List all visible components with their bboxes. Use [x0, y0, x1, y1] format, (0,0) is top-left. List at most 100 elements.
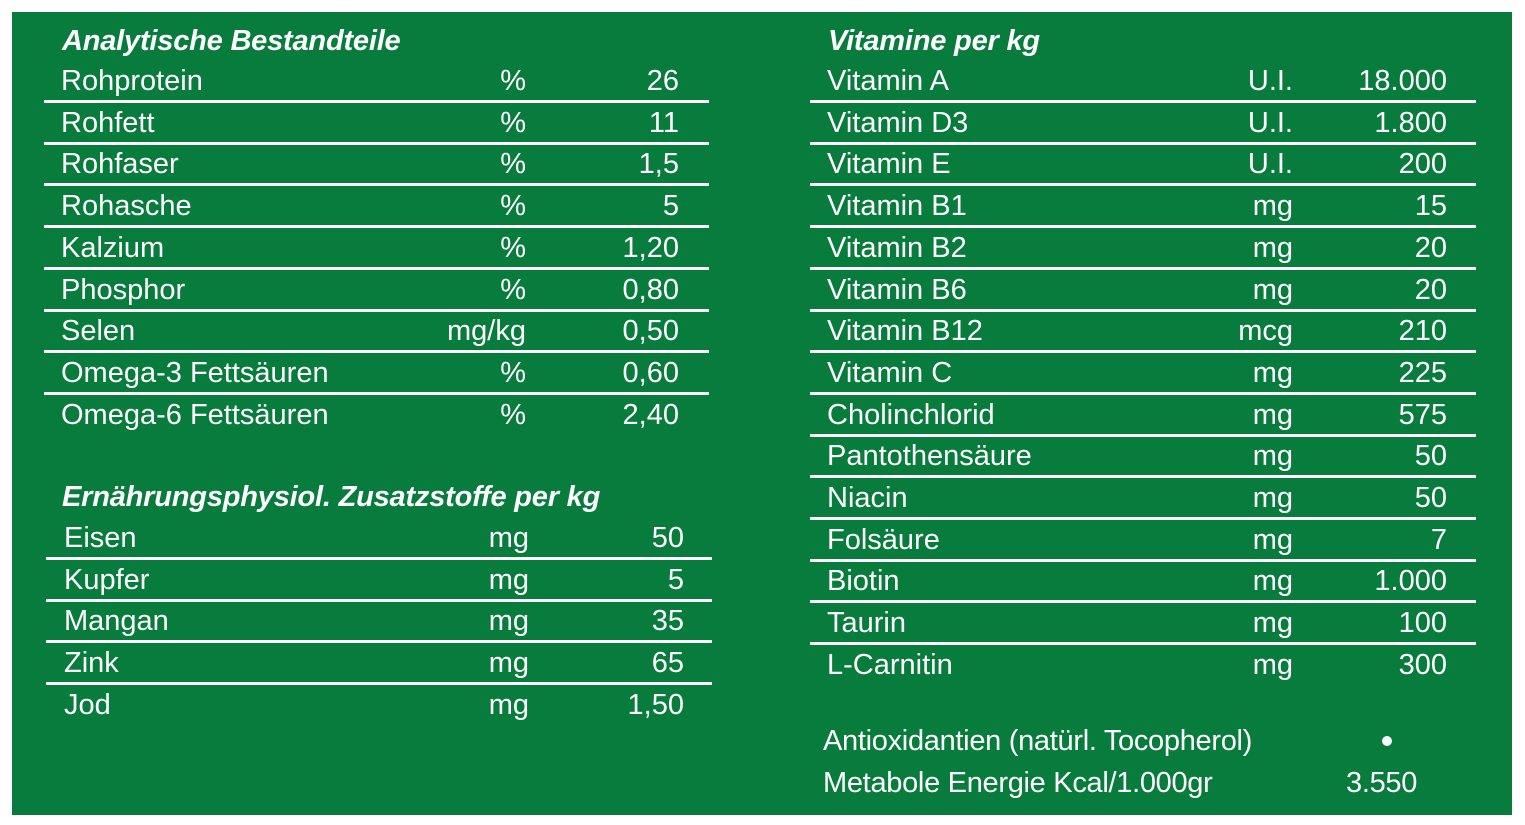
row-value: 1.800	[1374, 106, 1447, 139]
table-row: Jod mg 1,50	[46, 685, 712, 727]
zusatzstoffe-title: Ernährungsphysiol. Zusatzstoffe per kg	[62, 481, 601, 513]
row-value: 1.000	[1374, 565, 1447, 598]
row-unit: mg	[488, 688, 529, 721]
row-unit: mg	[1252, 440, 1293, 473]
table-row: Rohfaser% 1,5	[44, 144, 709, 187]
table-row: Vitamin B1 mg 15	[810, 186, 1476, 229]
bullet-dot-icon	[1382, 736, 1392, 746]
row-name: Biotin	[827, 565, 900, 598]
row-unit: mg	[488, 647, 529, 680]
table-row: Vitamin B2 mg 20	[810, 228, 1476, 270]
row-value: 20	[1414, 231, 1447, 264]
row-name: Pantothensäure	[827, 440, 1032, 473]
row-value: 300	[1398, 648, 1447, 681]
row-unit: %	[500, 231, 526, 264]
table-row: Kalzium% 1,20	[44, 228, 709, 270]
row-unit: mg	[1252, 398, 1293, 431]
row-unit: %	[500, 148, 526, 181]
row-unit: mg	[488, 522, 529, 554]
row-value: 50	[1414, 440, 1447, 473]
row-unit: mg	[1252, 482, 1293, 514]
row-unit: mg	[1252, 190, 1293, 223]
row-value: 0,50	[622, 315, 679, 348]
row-value: 0,80	[622, 273, 679, 306]
table-row: Omega-3 Fettsäuren% 0,60	[44, 353, 709, 395]
row-unit: mcg	[1238, 315, 1293, 348]
table-row: Kupfer mg 5	[46, 560, 712, 602]
row-value: 20	[1414, 273, 1447, 306]
row-unit: mg	[1252, 607, 1293, 640]
row-unit: mg	[1252, 523, 1293, 556]
row-unit: mg	[1252, 648, 1293, 681]
table-row: Folsäure mg 7	[810, 520, 1476, 562]
row-name: Rohfett	[61, 106, 155, 139]
row-unit: mg	[1252, 231, 1293, 264]
table-row: Niacin mg 50	[810, 478, 1476, 520]
row-unit: %	[500, 356, 526, 389]
table-row: Phosphor% 0,80	[44, 270, 709, 312]
row-value: 1,50	[627, 688, 684, 721]
row-name: Vitamin D3	[827, 106, 969, 139]
table-row: Rohasche% 5	[44, 186, 709, 229]
row-name: Kalzium	[61, 231, 165, 264]
row-name: Jod	[64, 688, 111, 721]
row-value: 15	[1414, 190, 1447, 223]
row-unit: %	[500, 398, 526, 431]
table-row: Rohfett% 11	[44, 103, 709, 145]
table-row: Pantothensäure mg 50	[810, 436, 1476, 479]
table-row: Mangan mg 35	[46, 601, 712, 644]
table-row: Cholinchlorid mg 575	[810, 395, 1476, 437]
row-name: Rohprotein	[61, 65, 203, 97]
row-name: Rohfaser	[61, 148, 179, 181]
row-unit: %	[500, 190, 526, 223]
row-value: 50	[651, 522, 684, 554]
analytische-title: Analytische Bestandteile	[62, 25, 401, 57]
nutrition-panel: Analytische Bestandteile Rohprotein% 26 Ro…	[12, 12, 1512, 815]
row-name: Vitamin B6	[827, 273, 967, 306]
row-unit: mg	[1252, 356, 1293, 389]
row-name: L-Carnitin	[827, 648, 953, 681]
row-unit: mg	[1252, 273, 1293, 306]
row-name: Vitamin C	[827, 356, 953, 389]
row-name: Vitamin B12	[827, 315, 983, 348]
row-value: 1,5	[638, 148, 679, 181]
row-value: 225	[1398, 356, 1447, 389]
row-value: 2,40	[622, 398, 679, 431]
row-name: Eisen	[64, 522, 137, 554]
row-value: 26	[646, 65, 679, 97]
table-row: Selen mg/kg 0,50	[44, 311, 709, 354]
row-name: Rohasche	[61, 190, 192, 223]
row-value: 100	[1398, 607, 1447, 640]
row-value: 210	[1398, 315, 1447, 348]
row-name: Omega-6 Fettsäuren	[61, 398, 329, 431]
energie-value: 3.550	[1346, 767, 1418, 799]
row-value: 65	[651, 647, 684, 680]
row-unit: %	[500, 106, 526, 139]
table-row: Taurin mg 100	[810, 603, 1476, 646]
row-name: Taurin	[827, 607, 906, 640]
row-name: Selen	[61, 315, 136, 348]
row-value: 18.000	[1358, 65, 1447, 97]
row-name: Vitamin E	[827, 148, 951, 181]
row-unit: mg	[1252, 565, 1293, 598]
row-name: Niacin	[827, 482, 908, 514]
row-name: Phosphor	[61, 273, 186, 306]
antioxidantien-label: Antioxidantien (natürl. Tocopherol)	[823, 725, 1253, 757]
row-name: Vitamin B2	[827, 231, 967, 264]
row-name: Vitamin B1	[827, 190, 967, 223]
row-value: 7	[1430, 523, 1447, 556]
row-value: 0,60	[622, 356, 679, 389]
table-row: Vitamin D3 U.I. 1.800	[810, 103, 1476, 145]
table-row: Vitamin B6 mg 20	[810, 270, 1476, 312]
row-value: 5	[662, 190, 679, 223]
row-value: 50	[1414, 482, 1447, 514]
row-unit: %	[500, 65, 526, 97]
row-unit: U.I.	[1247, 148, 1293, 181]
energie-label: Metabole Energie Kcal/1.000gr	[823, 767, 1213, 799]
row-unit: U.I.	[1247, 106, 1293, 139]
table-row: Vitamin C mg 225	[810, 353, 1476, 395]
row-name: Zink	[64, 647, 119, 680]
row-unit: %	[500, 273, 526, 306]
table-row: Vitamin B12 mcg 210	[810, 311, 1476, 354]
row-unit: mg	[488, 563, 529, 596]
